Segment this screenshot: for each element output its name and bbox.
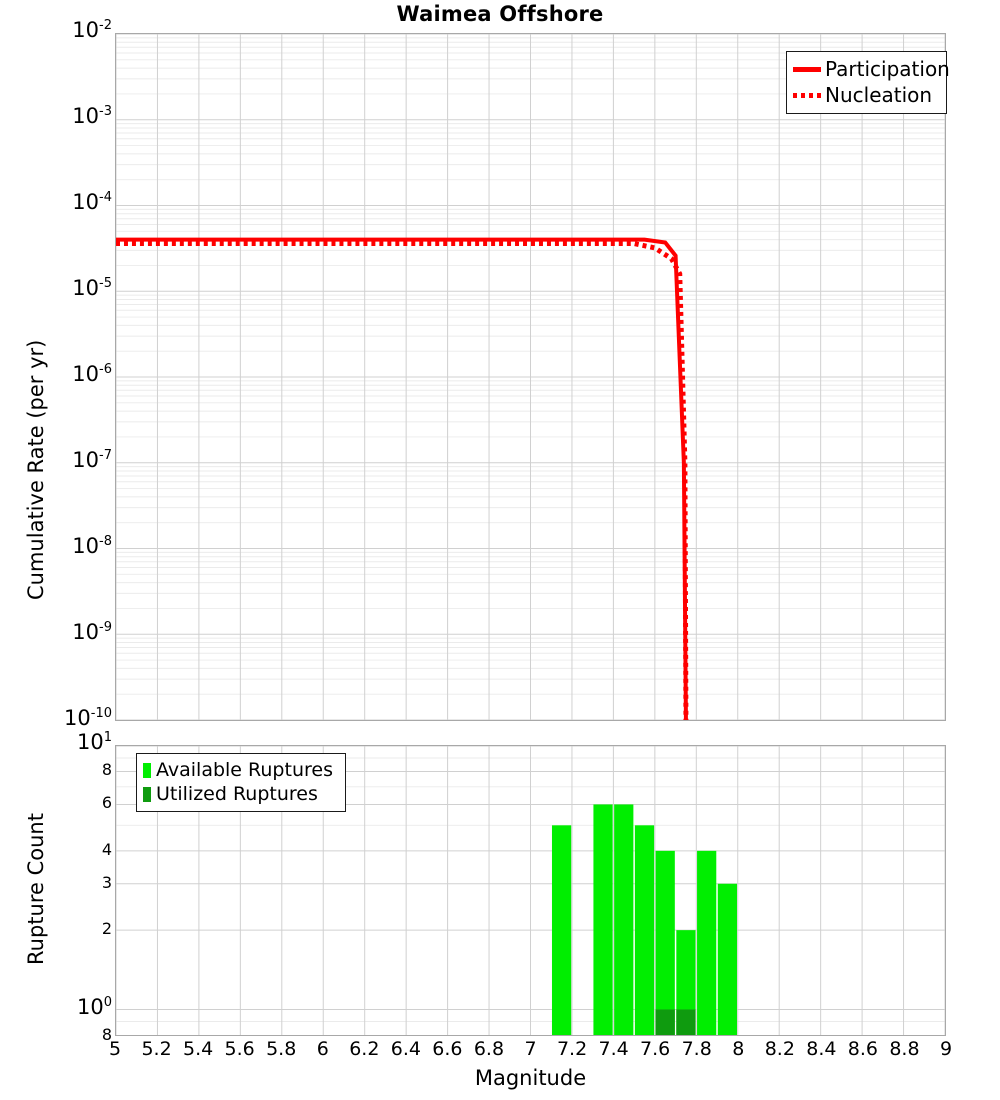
bottom-y-tick-minor-label: 4 [101,839,112,859]
x-tick-label: 5.2 [141,1038,172,1060]
x-tick-label: 8.2 [764,1038,795,1060]
curve-participation [116,237,688,720]
legend-item-participation[interactable]: Participation [793,56,950,82]
bottom-panel-legend: Available Ruptures Utilized Ruptures [136,753,346,812]
top-y-tick-label: 10-5 [72,276,112,300]
bottom-panel-y-axis-label: Rupture Count [24,813,48,965]
curve-nucleation [116,241,689,720]
top-y-tick-label: 10-3 [72,104,112,128]
solid-line-icon [793,66,825,72]
top-y-tick-label: 10-8 [72,534,112,558]
legend-item-available-ruptures[interactable]: Available Ruptures [143,758,338,782]
x-tick-label: 5.8 [266,1038,297,1060]
legend-label-available-ruptures: Available Ruptures [156,758,333,781]
x-tick-label: 6.8 [473,1038,505,1060]
bar-available [551,825,572,1035]
bottom-y-tick-minor-label: 6 [101,792,112,812]
dotted-line-icon [793,92,825,98]
bottom-y-tick-label: 101 [76,730,112,754]
bar-available [614,804,634,1035]
legend-item-nucleation[interactable]: Nucleation [793,82,939,108]
x-tick-label: 6.2 [349,1038,380,1060]
x-tick-label: 6.4 [390,1038,421,1060]
x-tick-label: 9 [939,1038,953,1060]
bar-available [593,804,613,1035]
top-y-tick-label: 10-10 [64,706,112,730]
bar-available [717,883,738,1035]
bottom-y-tick-minor-label: 3 [101,872,112,892]
bottom-panel-bars [551,804,738,1035]
x-tick-label: 7.4 [598,1038,629,1060]
bar-utilized [676,1009,696,1035]
x-tick-label: 8.4 [806,1038,837,1060]
top-panel-curves [116,237,689,720]
x-tick-label: 8 [732,1038,745,1060]
x-tick-label: 7 [524,1038,537,1060]
x-tick-label: 5.6 [224,1038,255,1060]
bar-available [697,850,717,1035]
bottom-y-tick-minor-label: 2 [101,919,112,939]
x-tick-label: 6 [316,1038,329,1060]
x-tick-label: 6.6 [432,1038,463,1060]
top-y-tick-label: 10-9 [72,620,112,644]
top-y-tick-label: 10-4 [72,190,112,214]
x-tick-label: 7.6 [640,1038,671,1060]
bottom-y-tick-label: 100 [76,995,112,1020]
bottom-y-tick-minor-label: 8 [101,1025,112,1044]
x-tick-label: 5.4 [182,1038,214,1060]
legend-label-utilized-ruptures: Utilized Ruptures [156,782,318,805]
legend-label-participation: Participation [825,57,950,81]
bottom-y-tick-minor-label: 8 [101,759,112,779]
x-tick-label: 5 [108,1038,122,1060]
cumulative-rate-plot [115,33,946,721]
x-tick-label: 8.6 [847,1038,878,1060]
top-y-tick-label: 10-6 [72,362,112,386]
bar-available [634,825,655,1035]
top-panel-legend: Participation Nucleation [786,51,950,114]
x-tick-label: 8.8 [889,1038,920,1060]
bar-available [655,850,675,1035]
dark-green-square-icon [143,786,151,802]
x-tick-label: 7.2 [556,1038,588,1060]
legend-label-nucleation: Nucleation [825,83,933,107]
page-title: Waimea Offshore [396,2,604,26]
x-tick-label: 7.8 [681,1038,712,1060]
bar-utilized [655,1009,675,1035]
x-axis-label: Magnitude [474,1066,587,1090]
bar-available [676,930,696,1035]
top-y-tick-label: 10-2 [72,18,112,42]
top-panel-y-axis-label: Cumulative Rate (per yr) [24,339,48,600]
legend-item-utilized-ruptures[interactable]: Utilized Ruptures [143,782,338,806]
top-y-tick-label: 10-7 [72,448,112,472]
green-square-icon [143,762,151,778]
